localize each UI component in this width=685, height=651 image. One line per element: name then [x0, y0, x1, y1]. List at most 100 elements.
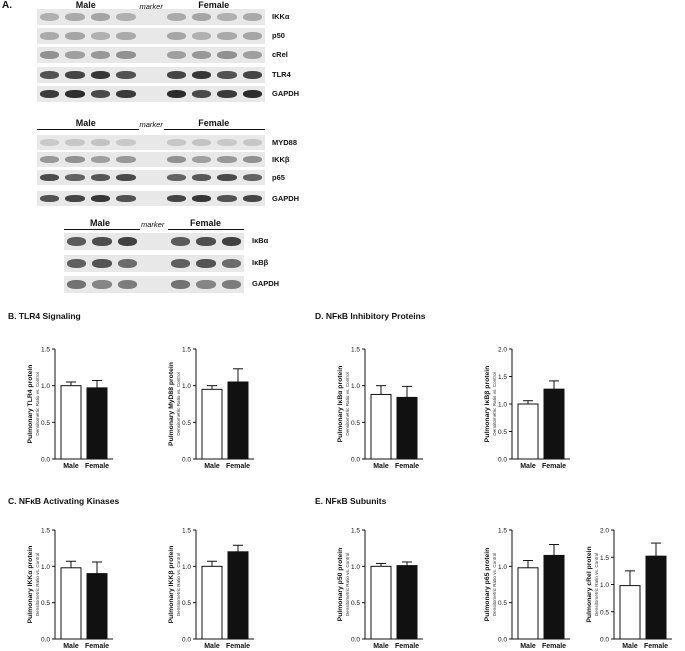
y-tick-label: 0.5 [600, 609, 609, 616]
y-axis-sublabel: Densitometric Ratio vs. Control [345, 553, 350, 616]
blot-band [217, 71, 237, 79]
blot-band [171, 280, 191, 289]
blot-band [40, 90, 60, 98]
blot-band [116, 174, 136, 181]
blot-band [65, 90, 85, 98]
y-tick-label: 1.5 [41, 347, 50, 354]
y-tick-label: 0.0 [182, 457, 191, 464]
y-tick-label: 0.5 [498, 429, 507, 436]
blot-band [90, 195, 111, 202]
blot-band [117, 280, 137, 289]
bar-female [543, 554, 565, 640]
blot-band [191, 32, 212, 40]
blot-strip [37, 191, 265, 206]
blot-band [191, 156, 212, 163]
bar-female [227, 381, 249, 460]
blot-band [67, 237, 87, 246]
blot-band [117, 237, 137, 246]
blot-protein-label: p65 [272, 173, 285, 182]
blot-band [242, 174, 262, 181]
y-axis-sublabel: Densitometric Ratio vs. Control [35, 553, 40, 616]
blot-protein-label: p50 [272, 31, 285, 40]
blot-band [90, 71, 111, 79]
y-tick-label: 2.0 [498, 347, 507, 354]
y-tick-label: 1.5 [351, 528, 360, 535]
blot-band [92, 259, 112, 268]
blot-band [196, 237, 216, 246]
x-tick-label: Male [520, 643, 536, 650]
blot-band [116, 90, 136, 98]
blot-band [92, 237, 112, 246]
bar-male [60, 385, 82, 460]
y-tick-label: 1.5 [182, 528, 191, 535]
y-tick-label: 0.0 [41, 637, 50, 644]
y-axis-sublabel: Densitometric Ratio vs. Control [492, 553, 497, 616]
x-tick-label: Male [204, 643, 220, 650]
blot-band [166, 32, 186, 40]
bar-female [645, 555, 667, 640]
bar-female [86, 573, 108, 640]
blot-band [65, 71, 85, 79]
blot-protein-label: GAPDH [272, 89, 300, 98]
blot-band [191, 174, 212, 181]
blot-band [191, 13, 212, 21]
blot-band [242, 195, 262, 202]
blot-band [217, 195, 237, 202]
blot-band [171, 237, 191, 246]
blot-male-label: Male [75, 0, 96, 10]
blot-marker-label: marker [139, 120, 163, 129]
blot-band [171, 259, 191, 268]
x-tick-label: Male [520, 463, 536, 470]
blot-band [116, 139, 136, 146]
blot-band [92, 280, 112, 289]
y-axis-sublabel: Densitometric Ratio vs. Control [176, 553, 181, 616]
blot-band [221, 237, 241, 246]
blot-band [191, 90, 212, 98]
x-tick-label: Female [85, 463, 109, 470]
bar-female [543, 388, 565, 460]
y-tick-label: 0.0 [600, 637, 609, 644]
blot-band [217, 90, 237, 98]
blot-band [116, 195, 136, 202]
blot-protein-label: GAPDH [272, 194, 300, 203]
blot-band [166, 139, 186, 146]
x-tick-label: Female [542, 463, 566, 470]
blot-band [191, 51, 212, 59]
x-tick-label: Female [395, 463, 419, 470]
bar-male [517, 403, 539, 460]
x-tick-label: Female [226, 643, 250, 650]
y-tick-label: 1.5 [182, 347, 191, 354]
blot-group-underline [64, 229, 140, 230]
y-axis-label: Pulmonary IκBα protein [337, 366, 344, 443]
blot-band [242, 32, 262, 40]
bar-male [370, 393, 392, 460]
y-tick-label: 1.5 [351, 347, 360, 354]
blot-band [116, 156, 136, 163]
x-tick-label: Male [204, 463, 220, 470]
blot-band [116, 13, 136, 21]
blot-band [191, 139, 212, 146]
y-axis-label: Pulmonary p65 protein [484, 548, 491, 622]
blot-strip [37, 152, 265, 167]
y-tick-label: 1.0 [41, 564, 50, 571]
blot-band [116, 71, 136, 79]
y-tick-label: 0.0 [41, 457, 50, 464]
y-tick-label: 1.0 [41, 383, 50, 390]
x-tick-label: Male [373, 463, 389, 470]
x-tick-label: Male [63, 463, 79, 470]
blot-group-underline [163, 129, 265, 130]
blot-protein-label: IKKβ [272, 155, 290, 164]
y-tick-label: 1.5 [498, 374, 507, 381]
x-tick-label: Female [226, 463, 250, 470]
blot-band [65, 174, 85, 181]
blot-band [65, 13, 85, 21]
blot-band [166, 90, 186, 98]
y-tick-label: 1.0 [182, 564, 191, 571]
y-axis-sublabel: Densitometric Ratio vs. Control [492, 372, 497, 435]
y-tick-label: 1.0 [600, 582, 609, 589]
y-axis-sublabel: Densitometric Ratio vs. Control [594, 553, 599, 616]
blot-band [166, 195, 186, 202]
blot-band [221, 259, 241, 268]
blot-band [242, 90, 262, 98]
